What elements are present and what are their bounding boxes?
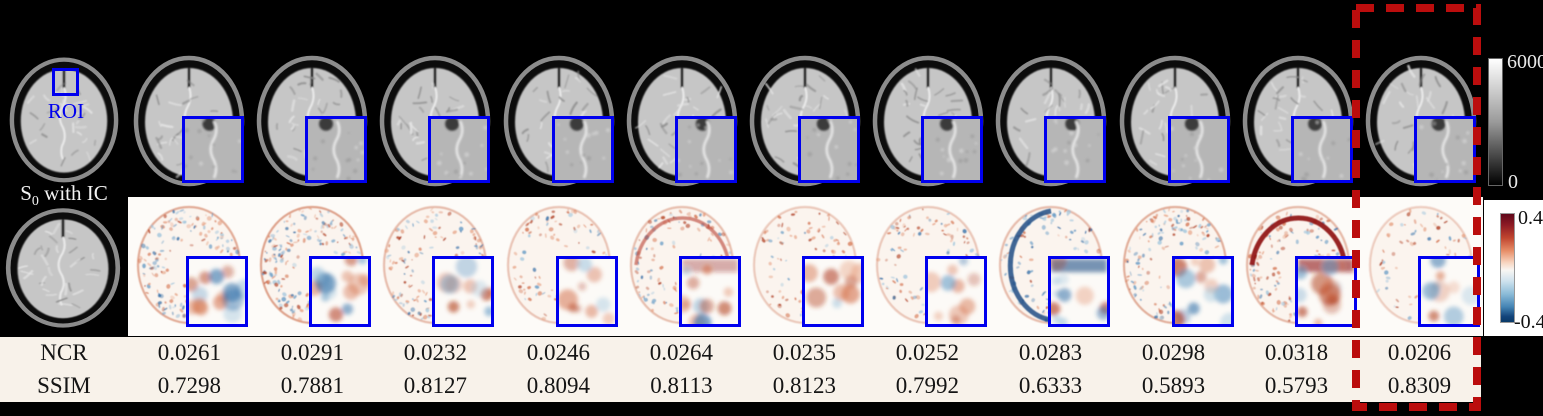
- ncr-value: 0.0318: [1264, 340, 1329, 366]
- roi-inset-error: [186, 256, 248, 327]
- roi-inset-gray: [921, 116, 984, 183]
- ssim-value: 0.8309: [1387, 372, 1452, 398]
- ssim-row-label: SSIM: [37, 372, 91, 398]
- roi-inset-error: [309, 256, 372, 327]
- roi-inset-gray: [1290, 116, 1353, 183]
- roi-inset-gray: [674, 116, 737, 183]
- grayscale-colorbar: [1488, 58, 1503, 186]
- ncr-value: 0.0264: [649, 340, 714, 366]
- roi-inset-error: [1171, 256, 1234, 327]
- grayscale-colorbar-min-tick: 0: [1508, 171, 1518, 193]
- ncr-value: 0.0206: [1387, 340, 1452, 366]
- roi-inset-gray: [1414, 116, 1476, 183]
- ncr-value: 0.0246: [526, 340, 590, 366]
- diverging-colorbar-max-tick: 0.4: [1518, 207, 1543, 229]
- reference-label-rest: with IC: [38, 181, 108, 205]
- roi-inset-error: [1048, 256, 1111, 327]
- roi-inset-error: [925, 256, 988, 327]
- ssim-value: 0.8113: [650, 372, 713, 398]
- reference-label-main: S: [20, 181, 32, 205]
- reference-brain-image-2: [2, 203, 124, 331]
- ssim-value: 0.5793: [1264, 372, 1329, 398]
- roi-inset-gray: [1167, 116, 1230, 183]
- ssim-value: 0.8127: [403, 372, 467, 398]
- ssim-value: 0.8094: [526, 372, 590, 398]
- ncr-value: 0.0291: [280, 340, 344, 366]
- ssim-value: 0.7298: [157, 372, 221, 398]
- roi-inset-error: [1418, 256, 1480, 327]
- roi-inset-error: [1294, 256, 1357, 327]
- diverging-colorbar-panel: 0.4 -0.4: [1484, 200, 1543, 336]
- reference-brain-image: [6, 52, 122, 186]
- roi-inset-error: [555, 256, 618, 327]
- metrics-table: NCR 0.0261 0.0291 0.0232 0.0246 0.0264 0.0235…: [0, 337, 1481, 402]
- diverging-colorbar: [1500, 213, 1515, 323]
- roi-box: [52, 68, 79, 96]
- ncr-row: NCR 0.0261 0.0291 0.0232 0.0246 0.0264 0.0235…: [0, 337, 1481, 370]
- roi-inset-error: [802, 256, 864, 327]
- ncr-value: 0.0232: [403, 340, 467, 366]
- ncr-value: 0.0298: [1141, 340, 1206, 366]
- roi-inset-gray: [428, 116, 491, 183]
- roi-inset-error: [432, 256, 495, 327]
- roi-inset-gray: [182, 116, 244, 183]
- ssim-row: SSIM 0.7298 0.7881 0.8127 0.8094 0.8113 0.812…: [0, 370, 1481, 403]
- roi-inset-gray: [798, 116, 860, 183]
- ncr-value: 0.0283: [1018, 340, 1083, 366]
- roi-inset-gray: [305, 116, 368, 183]
- ncr-value: 0.0235: [772, 340, 837, 366]
- ssim-value: 0.7992: [895, 372, 960, 398]
- ssim-value: 0.6333: [1018, 372, 1083, 398]
- reference-label: S0 with IC: [0, 181, 128, 210]
- ncr-value: 0.0252: [895, 340, 960, 366]
- ssim-value: 0.7881: [280, 372, 344, 398]
- roi-inset-gray: [551, 116, 614, 183]
- roi-inset-error: [678, 256, 741, 327]
- ssim-value: 0.8123: [772, 372, 837, 398]
- grayscale-colorbar-max-tick: 6000: [1507, 51, 1543, 73]
- reference-label-sub: 0: [31, 194, 39, 210]
- ncr-value: 0.0261: [157, 340, 221, 366]
- ncr-row-label: NCR: [40, 340, 88, 366]
- roi-label: ROI: [47, 99, 85, 123]
- diverging-colorbar-min-tick: -0.4: [1514, 311, 1543, 333]
- ssim-value: 0.5893: [1141, 372, 1206, 398]
- roi-inset-gray: [1044, 116, 1107, 183]
